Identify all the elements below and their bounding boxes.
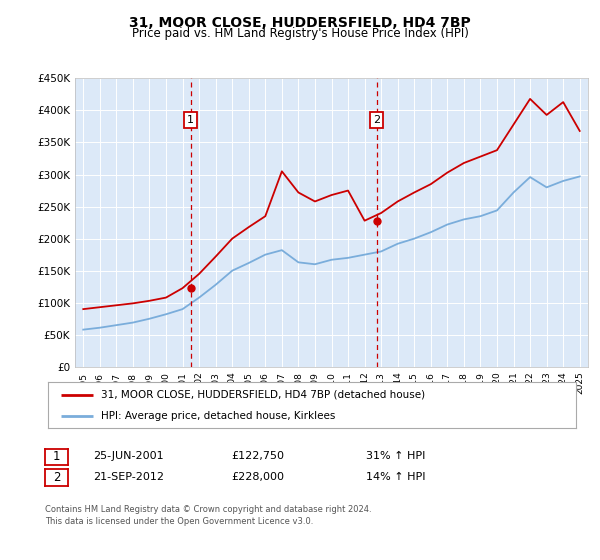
Text: 21-SEP-2012: 21-SEP-2012 (93, 472, 164, 482)
Text: Price paid vs. HM Land Registry's House Price Index (HPI): Price paid vs. HM Land Registry's House … (131, 27, 469, 40)
Text: 31, MOOR CLOSE, HUDDERSFIELD, HD4 7BP: 31, MOOR CLOSE, HUDDERSFIELD, HD4 7BP (129, 16, 471, 30)
Text: 31, MOOR CLOSE, HUDDERSFIELD, HD4 7BP (detached house): 31, MOOR CLOSE, HUDDERSFIELD, HD4 7BP (d… (101, 390, 425, 400)
Text: HPI: Average price, detached house, Kirklees: HPI: Average price, detached house, Kirk… (101, 411, 335, 421)
Text: 2: 2 (53, 471, 60, 484)
Text: Contains HM Land Registry data © Crown copyright and database right 2024.
This d: Contains HM Land Registry data © Crown c… (45, 505, 371, 526)
Text: 14% ↑ HPI: 14% ↑ HPI (366, 472, 425, 482)
Text: 25-JUN-2001: 25-JUN-2001 (93, 451, 164, 461)
Text: 2: 2 (373, 115, 380, 125)
Text: £228,000: £228,000 (231, 472, 284, 482)
Text: £122,750: £122,750 (231, 451, 284, 461)
Text: 1: 1 (53, 450, 60, 464)
Text: 31% ↑ HPI: 31% ↑ HPI (366, 451, 425, 461)
Text: 1: 1 (187, 115, 194, 125)
